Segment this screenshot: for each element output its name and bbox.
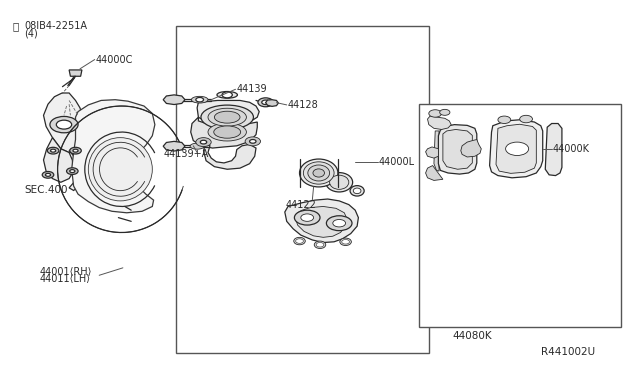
Polygon shape bbox=[438, 125, 477, 174]
Text: (4): (4) bbox=[24, 29, 38, 38]
Circle shape bbox=[301, 214, 314, 221]
Polygon shape bbox=[443, 129, 472, 169]
Circle shape bbox=[440, 109, 450, 115]
Bar bbox=[176, 26, 429, 353]
Polygon shape bbox=[426, 166, 443, 180]
Polygon shape bbox=[285, 199, 358, 243]
Polygon shape bbox=[545, 124, 562, 176]
Circle shape bbox=[245, 137, 260, 146]
Polygon shape bbox=[44, 93, 84, 153]
Ellipse shape bbox=[308, 165, 330, 181]
Circle shape bbox=[56, 120, 72, 129]
Ellipse shape bbox=[314, 241, 326, 248]
Text: 44139+A: 44139+A bbox=[164, 149, 209, 159]
Circle shape bbox=[196, 97, 204, 102]
Circle shape bbox=[73, 149, 78, 152]
Ellipse shape bbox=[214, 111, 240, 123]
Text: 44139: 44139 bbox=[237, 84, 268, 94]
Circle shape bbox=[506, 142, 529, 155]
Circle shape bbox=[70, 147, 81, 154]
Text: 44000L: 44000L bbox=[379, 157, 415, 167]
Text: 44122: 44122 bbox=[285, 200, 316, 209]
Ellipse shape bbox=[217, 92, 237, 98]
Polygon shape bbox=[69, 70, 82, 76]
Ellipse shape bbox=[88, 138, 152, 201]
Circle shape bbox=[51, 149, 56, 152]
Circle shape bbox=[45, 173, 51, 176]
Circle shape bbox=[70, 170, 75, 173]
Text: 44000C: 44000C bbox=[96, 55, 133, 64]
Polygon shape bbox=[434, 131, 439, 171]
Circle shape bbox=[520, 115, 532, 123]
Polygon shape bbox=[44, 138, 74, 182]
Text: Ⓑ: Ⓑ bbox=[13, 21, 19, 31]
Ellipse shape bbox=[350, 186, 364, 196]
Polygon shape bbox=[163, 141, 185, 151]
Circle shape bbox=[47, 147, 59, 154]
Circle shape bbox=[200, 140, 207, 144]
Polygon shape bbox=[72, 100, 155, 213]
Circle shape bbox=[67, 168, 78, 174]
Circle shape bbox=[294, 210, 320, 225]
Text: 44128: 44128 bbox=[288, 100, 319, 110]
Circle shape bbox=[222, 92, 232, 98]
Circle shape bbox=[326, 216, 352, 231]
Ellipse shape bbox=[208, 123, 246, 141]
Text: 44000K: 44000K bbox=[553, 144, 590, 154]
Ellipse shape bbox=[303, 162, 334, 184]
Polygon shape bbox=[426, 147, 438, 158]
Circle shape bbox=[50, 116, 78, 133]
Text: 44080K: 44080K bbox=[452, 331, 492, 340]
Polygon shape bbox=[428, 116, 451, 129]
Circle shape bbox=[316, 243, 324, 247]
Ellipse shape bbox=[190, 143, 204, 149]
Polygon shape bbox=[296, 206, 347, 237]
Polygon shape bbox=[163, 95, 185, 105]
Bar bbox=[419, 104, 621, 327]
Circle shape bbox=[258, 98, 273, 107]
Ellipse shape bbox=[208, 108, 246, 126]
Polygon shape bbox=[191, 117, 257, 148]
Polygon shape bbox=[69, 149, 86, 190]
Polygon shape bbox=[197, 100, 259, 125]
Ellipse shape bbox=[294, 237, 305, 245]
Circle shape bbox=[342, 240, 349, 244]
Ellipse shape bbox=[313, 169, 324, 177]
Circle shape bbox=[498, 116, 511, 124]
Ellipse shape bbox=[353, 188, 361, 193]
Text: SEC.400: SEC.400 bbox=[24, 186, 68, 195]
Circle shape bbox=[196, 138, 211, 147]
Ellipse shape bbox=[201, 105, 253, 129]
Polygon shape bbox=[490, 120, 543, 178]
Circle shape bbox=[429, 110, 442, 117]
Circle shape bbox=[296, 239, 303, 243]
Polygon shape bbox=[266, 100, 278, 106]
Polygon shape bbox=[496, 124, 536, 173]
Polygon shape bbox=[204, 141, 256, 169]
Circle shape bbox=[42, 171, 54, 178]
Ellipse shape bbox=[326, 173, 353, 192]
Ellipse shape bbox=[214, 126, 241, 138]
Text: 08IB4-2251A: 08IB4-2251A bbox=[24, 21, 87, 31]
Ellipse shape bbox=[300, 159, 338, 187]
Circle shape bbox=[250, 140, 256, 143]
Text: 44011⟨LH⟩: 44011⟨LH⟩ bbox=[40, 274, 91, 284]
Circle shape bbox=[262, 100, 269, 105]
Circle shape bbox=[333, 219, 346, 227]
Text: R441002U: R441002U bbox=[541, 347, 595, 356]
Polygon shape bbox=[461, 140, 481, 157]
Ellipse shape bbox=[340, 238, 351, 246]
Text: 44001⟨RH⟩: 44001⟨RH⟩ bbox=[40, 267, 92, 277]
Ellipse shape bbox=[191, 96, 208, 103]
Ellipse shape bbox=[330, 175, 349, 189]
